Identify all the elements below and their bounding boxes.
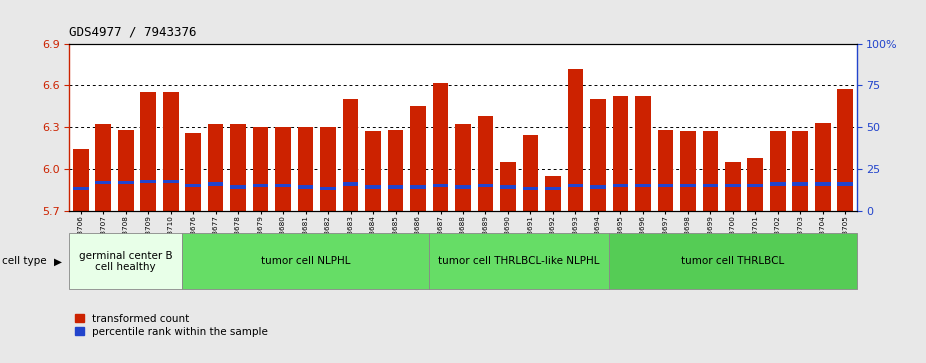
Bar	[456, 124, 471, 211]
Bar	[725, 162, 741, 211]
Bar	[609, 233, 857, 289]
Bar	[432, 184, 448, 187]
Bar	[181, 233, 430, 289]
Bar	[95, 124, 111, 211]
Bar	[590, 99, 606, 211]
Legend: transformed count, percentile rank within the sample: transformed count, percentile rank withi…	[75, 314, 269, 337]
Bar	[253, 184, 269, 187]
Bar	[365, 185, 381, 189]
Bar	[69, 233, 181, 289]
Bar	[680, 131, 695, 211]
Bar	[657, 130, 673, 211]
Text: tumor cell NLPHL: tumor cell NLPHL	[261, 256, 350, 266]
Bar	[522, 135, 538, 211]
Bar	[703, 184, 719, 187]
Text: tumor cell THRLBCL-like NLPHL: tumor cell THRLBCL-like NLPHL	[439, 256, 600, 266]
Bar	[343, 182, 358, 186]
Bar	[95, 181, 111, 184]
Bar	[837, 182, 853, 186]
Bar	[500, 162, 516, 211]
Bar	[456, 185, 471, 189]
Bar	[118, 130, 133, 211]
Bar	[163, 180, 179, 183]
Bar	[815, 123, 831, 211]
Bar	[275, 127, 291, 211]
Bar	[343, 99, 358, 211]
Text: cell type: cell type	[2, 256, 46, 266]
Bar	[793, 182, 808, 186]
Bar	[207, 182, 223, 186]
Bar	[185, 184, 201, 187]
Bar	[163, 92, 179, 211]
Bar	[680, 184, 695, 187]
Bar	[365, 131, 381, 211]
Bar	[568, 184, 583, 187]
Bar	[298, 185, 313, 189]
Bar	[815, 182, 831, 186]
Bar	[703, 131, 719, 211]
Bar	[478, 116, 494, 211]
Text: ▶: ▶	[54, 256, 62, 266]
Bar	[73, 149, 89, 211]
Bar	[568, 69, 583, 211]
Bar	[141, 92, 156, 211]
Bar	[73, 187, 89, 190]
Bar	[545, 187, 561, 190]
Bar	[747, 184, 763, 187]
Bar	[613, 97, 628, 211]
Bar	[590, 185, 606, 189]
Text: tumor cell THRLBCL: tumor cell THRLBCL	[682, 256, 784, 266]
Bar	[613, 184, 628, 187]
Bar	[837, 90, 853, 211]
Bar	[320, 187, 336, 190]
Bar	[185, 132, 201, 211]
Text: germinal center B
cell healthy: germinal center B cell healthy	[79, 250, 172, 272]
Bar	[275, 184, 291, 187]
Bar	[320, 127, 336, 211]
Bar	[231, 124, 246, 211]
Bar	[522, 187, 538, 190]
Bar	[207, 124, 223, 211]
Bar	[747, 158, 763, 211]
Bar	[388, 185, 404, 189]
Bar	[793, 131, 808, 211]
Bar	[635, 97, 651, 211]
Bar	[118, 181, 133, 184]
Bar	[141, 180, 156, 183]
Bar	[770, 182, 785, 186]
Bar	[410, 185, 426, 189]
Bar	[430, 233, 609, 289]
Bar	[298, 127, 313, 211]
Bar	[545, 176, 561, 211]
Bar	[478, 184, 494, 187]
Bar	[635, 184, 651, 187]
Text: GDS4977 / 7943376: GDS4977 / 7943376	[69, 25, 197, 38]
Bar	[657, 184, 673, 187]
Bar	[388, 130, 404, 211]
Bar	[500, 185, 516, 189]
Bar	[725, 184, 741, 187]
Bar	[231, 185, 246, 189]
Bar	[410, 106, 426, 211]
Bar	[253, 127, 269, 211]
Bar	[770, 131, 785, 211]
Bar	[432, 82, 448, 211]
